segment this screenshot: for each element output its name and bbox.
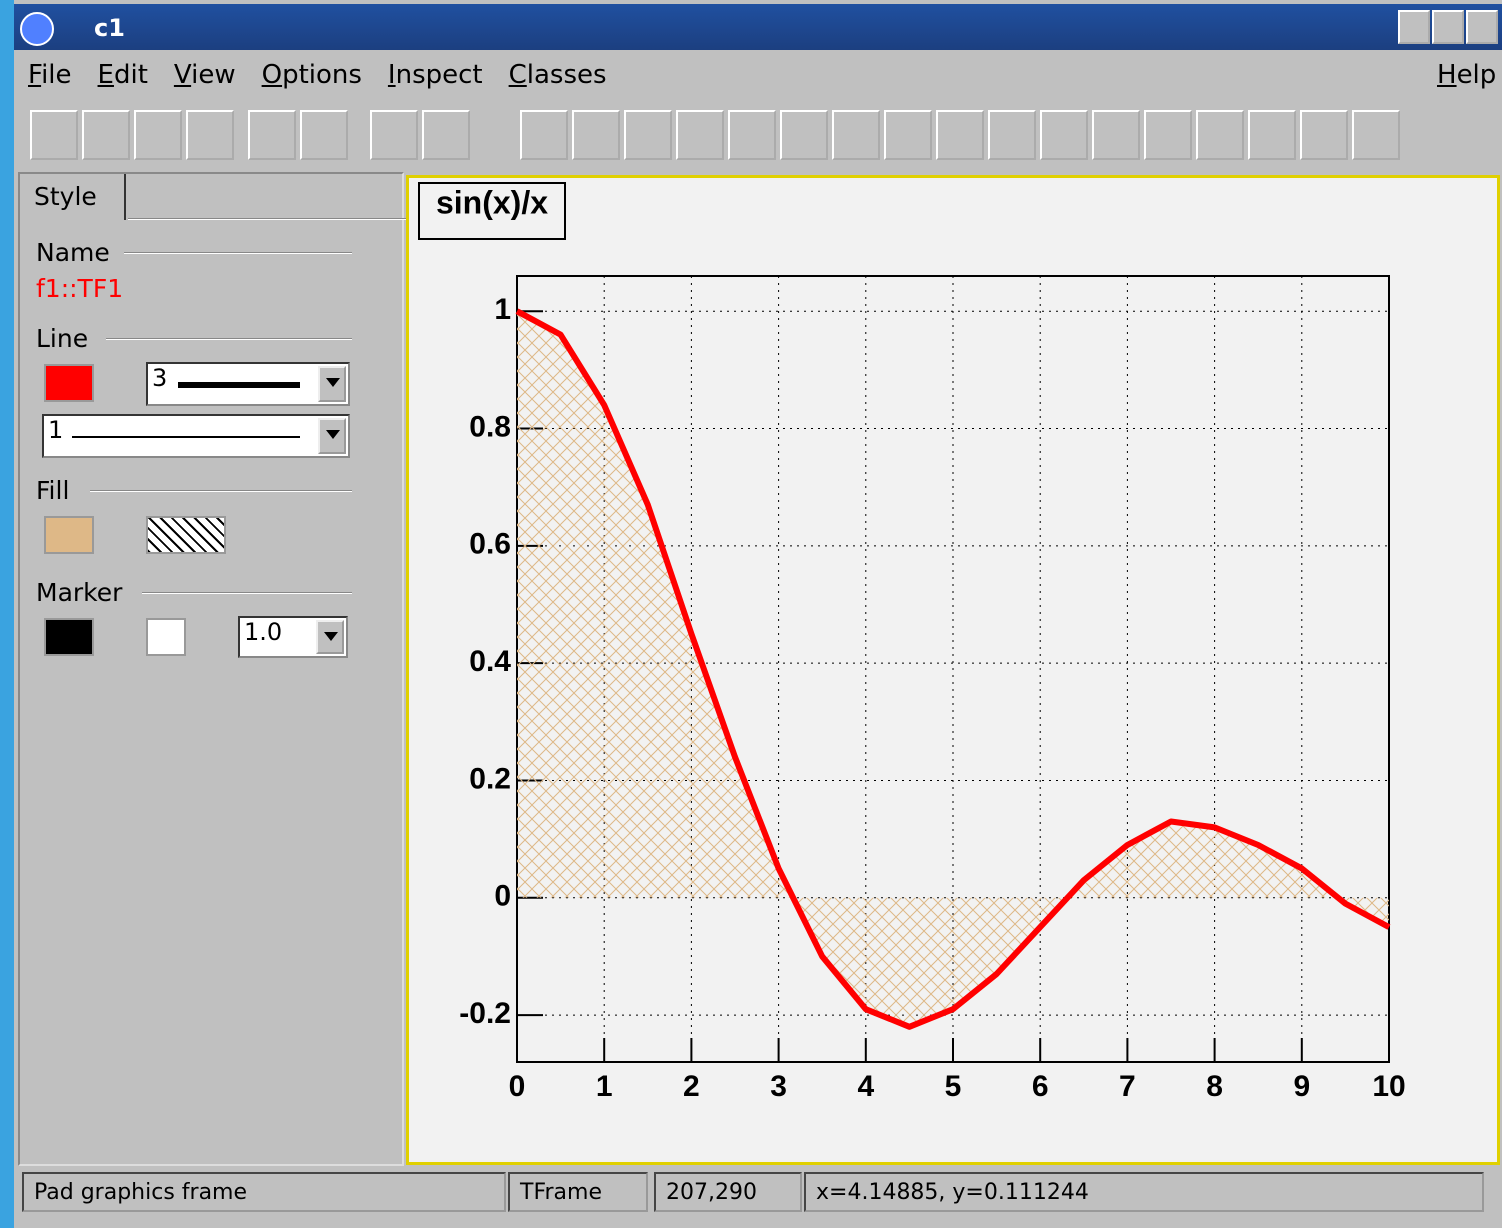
toolbar-button[interactable]	[1092, 110, 1140, 160]
menu-item[interactable]: Inspect	[388, 60, 483, 90]
object-name: f1::TF1	[36, 274, 123, 303]
section-label: Name	[36, 238, 110, 267]
toolbar-button[interactable]	[30, 110, 78, 160]
line-width-select[interactable]: 3	[146, 362, 350, 406]
marker-size-select[interactable]: 1.0	[238, 616, 348, 658]
line-style-select[interactable]: 1	[42, 414, 350, 458]
toolbar-button[interactable]	[832, 110, 880, 160]
minimize-button[interactable]	[1398, 10, 1430, 44]
page: c1 File Edit View Options Inspect Classes Hel…	[0, 0, 1502, 1228]
y-tick-label: 0.6	[469, 528, 511, 561]
y-tick-label: 0.4	[469, 645, 511, 678]
title-bar: c1	[14, 4, 1502, 50]
x-tick-label: 1	[596, 1070, 613, 1103]
marker-style[interactable]	[146, 618, 186, 656]
section-label: Fill	[36, 476, 69, 505]
toolbar-button[interactable]	[1352, 110, 1400, 160]
toolbar-button[interactable]	[676, 110, 724, 160]
y-tick-label: 0.8	[469, 410, 511, 443]
window-title: c1	[94, 14, 125, 42]
section-label: Line	[36, 324, 88, 353]
menu-item[interactable]: File	[28, 60, 72, 90]
toolbar-button[interactable]	[572, 110, 620, 160]
menu-item[interactable]: Help	[1437, 60, 1496, 90]
y-tick-label: -0.2	[459, 997, 511, 1030]
menu-item[interactable]: Edit	[98, 60, 148, 90]
menu-item[interactable]: View	[174, 60, 236, 90]
toolbar-button[interactable]	[520, 110, 568, 160]
y-tick-label: 0.2	[469, 762, 511, 795]
status-field: 207,290	[654, 1172, 802, 1212]
toolbar-button[interactable]	[1040, 110, 1088, 160]
fill-color[interactable]	[44, 516, 94, 554]
x-tick-label: 9	[1293, 1070, 1310, 1103]
x-tick-label: 2	[683, 1070, 700, 1103]
toolbar-button[interactable]	[422, 110, 470, 160]
marker-color[interactable]	[44, 618, 94, 656]
close-button[interactable]	[1466, 10, 1498, 44]
toolbar-button[interactable]	[936, 110, 984, 160]
x-tick-label: 5	[945, 1070, 962, 1103]
toolbar-button[interactable]	[624, 110, 672, 160]
toolbar-button[interactable]	[728, 110, 776, 160]
x-tick-label: 3	[770, 1070, 787, 1103]
toolbar-button[interactable]	[186, 110, 234, 160]
x-tick-label: 6	[1032, 1070, 1049, 1103]
desktop-edge	[0, 0, 14, 1228]
toolbar-button[interactable]	[300, 110, 348, 160]
x-tick-label: 7	[1119, 1070, 1136, 1103]
fill-pattern[interactable]	[146, 516, 226, 554]
toolbar-button[interactable]	[134, 110, 182, 160]
toolbar-button[interactable]	[988, 110, 1036, 160]
y-tick-label: 1	[494, 293, 511, 326]
app-icon	[20, 12, 54, 46]
toolbar-button[interactable]	[248, 110, 296, 160]
toolbar-button[interactable]	[780, 110, 828, 160]
status-bar: Pad graphics frame TFrame 207,290 x=4.14…	[18, 1172, 1502, 1212]
section-label: Marker	[36, 578, 122, 607]
toolbar-button[interactable]	[884, 110, 932, 160]
window-buttons	[1398, 10, 1498, 44]
line-style: 1	[48, 416, 63, 444]
x-tick-label: 8	[1206, 1070, 1223, 1103]
menu-item-label: Help	[1437, 60, 1496, 90]
x-tick-label: 4	[857, 1070, 874, 1103]
line-color[interactable]	[44, 364, 94, 402]
y-tick-label: 0	[494, 880, 511, 913]
menu-item[interactable]: Classes	[509, 60, 607, 90]
line-width: 3	[152, 364, 167, 392]
tab[interactable]: Style	[22, 174, 126, 220]
toolbar-button[interactable]	[82, 110, 130, 160]
toolbar	[30, 110, 1490, 164]
toolbar-button[interactable]	[1196, 110, 1244, 160]
editor-panel: Style Name f1::TF1 Line 3 1 Fill Marker …	[18, 172, 404, 1166]
x-tick-label: 0	[509, 1070, 526, 1103]
toolbar-button[interactable]	[370, 110, 418, 160]
status-field: TFrame	[508, 1172, 648, 1212]
toolbar-button[interactable]	[1248, 110, 1296, 160]
toolbar-button[interactable]	[1300, 110, 1348, 160]
menu-bar: File Edit View Options Inspect Classes	[28, 60, 633, 90]
chart-title: sin(x)/x	[436, 184, 548, 220]
canvas: 0 1 2 3 4 5 6 7 8 9 10 -0.2 0 0.2 0.4 0.6 0.8 1 sin(x)/x	[406, 175, 1500, 1165]
toolbar-button[interactable]	[1144, 110, 1192, 160]
x-tick-label: 10	[1372, 1070, 1405, 1103]
status-field: x=4.14885, y=0.111244	[804, 1172, 1484, 1212]
status-field: Pad graphics frame	[22, 1172, 506, 1212]
marker-size: 1.0	[244, 618, 282, 646]
menu-item[interactable]: Options	[262, 60, 362, 90]
maximize-button[interactable]	[1432, 10, 1464, 44]
